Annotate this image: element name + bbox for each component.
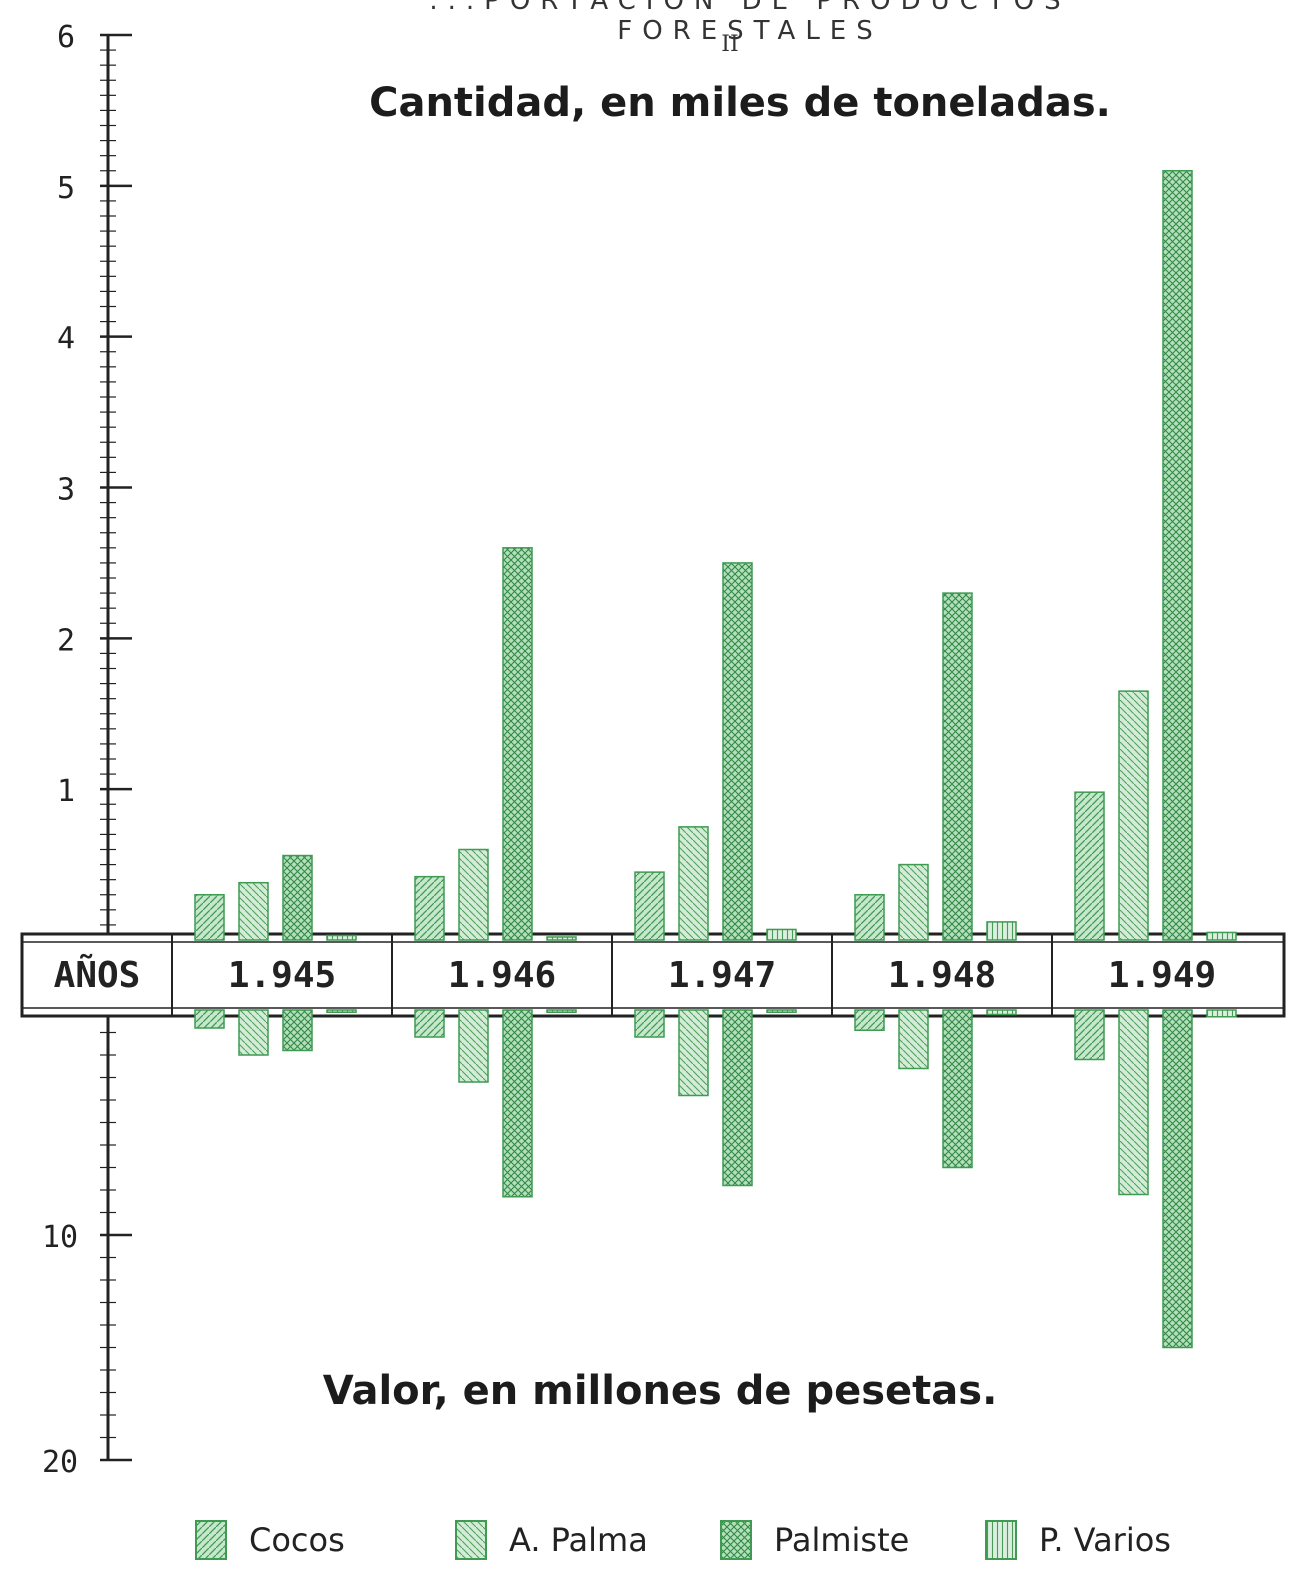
y-tick-label-value: 20 bbox=[42, 1445, 78, 1480]
y-tick-label-quantity: 3 bbox=[57, 473, 75, 508]
bar-quantity bbox=[1118, 690, 1149, 941]
years-header-label: AÑOS bbox=[53, 954, 141, 996]
year-cell: 1.947 bbox=[667, 954, 777, 996]
quantity-chart-title: Cantidad, en miles de toneladas. bbox=[369, 80, 1111, 126]
bar-quantity bbox=[502, 547, 533, 941]
bar-quantity bbox=[854, 894, 885, 941]
bar-value bbox=[502, 1009, 533, 1198]
years-header-band: AÑOS 1.945 1.946 1.947 1.948 1.949 bbox=[22, 940, 1284, 1010]
bar-quantity bbox=[238, 881, 269, 941]
bar-value bbox=[326, 1009, 357, 1013]
legend-item: A. Palma bbox=[455, 1520, 648, 1560]
bar-quantity bbox=[722, 562, 753, 941]
years-band-frame bbox=[20, 932, 1286, 1018]
bar-quantity bbox=[414, 875, 445, 941]
year-cell: 1.946 bbox=[447, 954, 557, 996]
bar-quantity bbox=[194, 894, 225, 941]
legend: Cocos A. Palma Palmiste P. Varios bbox=[0, 1520, 1299, 1584]
legend-item: P. Varios bbox=[985, 1520, 1171, 1560]
bar-quantity bbox=[986, 921, 1017, 941]
bar-value bbox=[1074, 1009, 1105, 1061]
year-cell: 1.949 bbox=[1107, 954, 1217, 996]
bar-quantity bbox=[1206, 931, 1237, 941]
y-tick-label-value: 10 bbox=[42, 1220, 78, 1255]
bar-quantity bbox=[458, 848, 489, 941]
bar-value bbox=[1162, 1009, 1193, 1349]
legend-label: A. Palma bbox=[509, 1521, 648, 1559]
bar-value bbox=[282, 1009, 313, 1052]
y-tick-label-quantity: 5 bbox=[57, 171, 75, 206]
y-tick-label-quantity: 2 bbox=[57, 623, 75, 658]
legend-item: Cocos bbox=[195, 1520, 345, 1560]
legend-label: Palmiste bbox=[774, 1521, 910, 1559]
bar-quantity bbox=[546, 936, 577, 941]
page-roman-numeral: II bbox=[721, 32, 739, 57]
legend-swatch bbox=[195, 1520, 227, 1560]
y-tick-label-quantity: 1 bbox=[57, 774, 75, 809]
legend-label: P. Varios bbox=[1039, 1521, 1171, 1559]
bar-value bbox=[238, 1009, 269, 1056]
legend-item: Palmiste bbox=[720, 1520, 909, 1560]
bar-quantity bbox=[678, 826, 709, 941]
y-tick-label-quantity: 4 bbox=[57, 322, 75, 357]
bar-value bbox=[986, 1009, 1017, 1016]
year-cell: 1.945 bbox=[227, 954, 337, 996]
bar-quantity bbox=[766, 928, 797, 941]
bar-value bbox=[1118, 1009, 1149, 1196]
bar-value bbox=[1206, 1009, 1237, 1018]
bar-value bbox=[678, 1009, 709, 1097]
bar-quantity bbox=[898, 863, 929, 941]
bar-value bbox=[194, 1009, 225, 1029]
bar-value bbox=[414, 1009, 445, 1038]
bar-value bbox=[634, 1009, 665, 1038]
bar-quantity bbox=[634, 871, 665, 941]
bar-quantity bbox=[1074, 791, 1105, 941]
bar-quantity bbox=[942, 592, 973, 941]
bar-value bbox=[546, 1009, 577, 1013]
bar-quantity bbox=[282, 854, 313, 941]
legend-label: Cocos bbox=[249, 1521, 345, 1559]
bar-value bbox=[766, 1009, 797, 1013]
value-chart-title: Valor, en millones de pesetas. bbox=[322, 1368, 998, 1414]
bar-value bbox=[942, 1009, 973, 1169]
y-tick-label-quantity: 6 bbox=[57, 20, 75, 55]
bar-quantity bbox=[1162, 170, 1193, 941]
legend-swatch bbox=[720, 1520, 752, 1560]
legend-swatch bbox=[985, 1520, 1017, 1560]
bar-value bbox=[898, 1009, 929, 1070]
bar-value bbox=[722, 1009, 753, 1187]
page-top-title: ...PORTACION DE PRODUCTOS FORESTALES bbox=[429, 0, 1071, 46]
bar-quantity bbox=[326, 934, 357, 941]
legend-swatch bbox=[455, 1520, 487, 1560]
bar-value bbox=[854, 1009, 885, 1031]
year-cell: 1.948 bbox=[887, 954, 997, 996]
bar-value bbox=[458, 1009, 489, 1083]
